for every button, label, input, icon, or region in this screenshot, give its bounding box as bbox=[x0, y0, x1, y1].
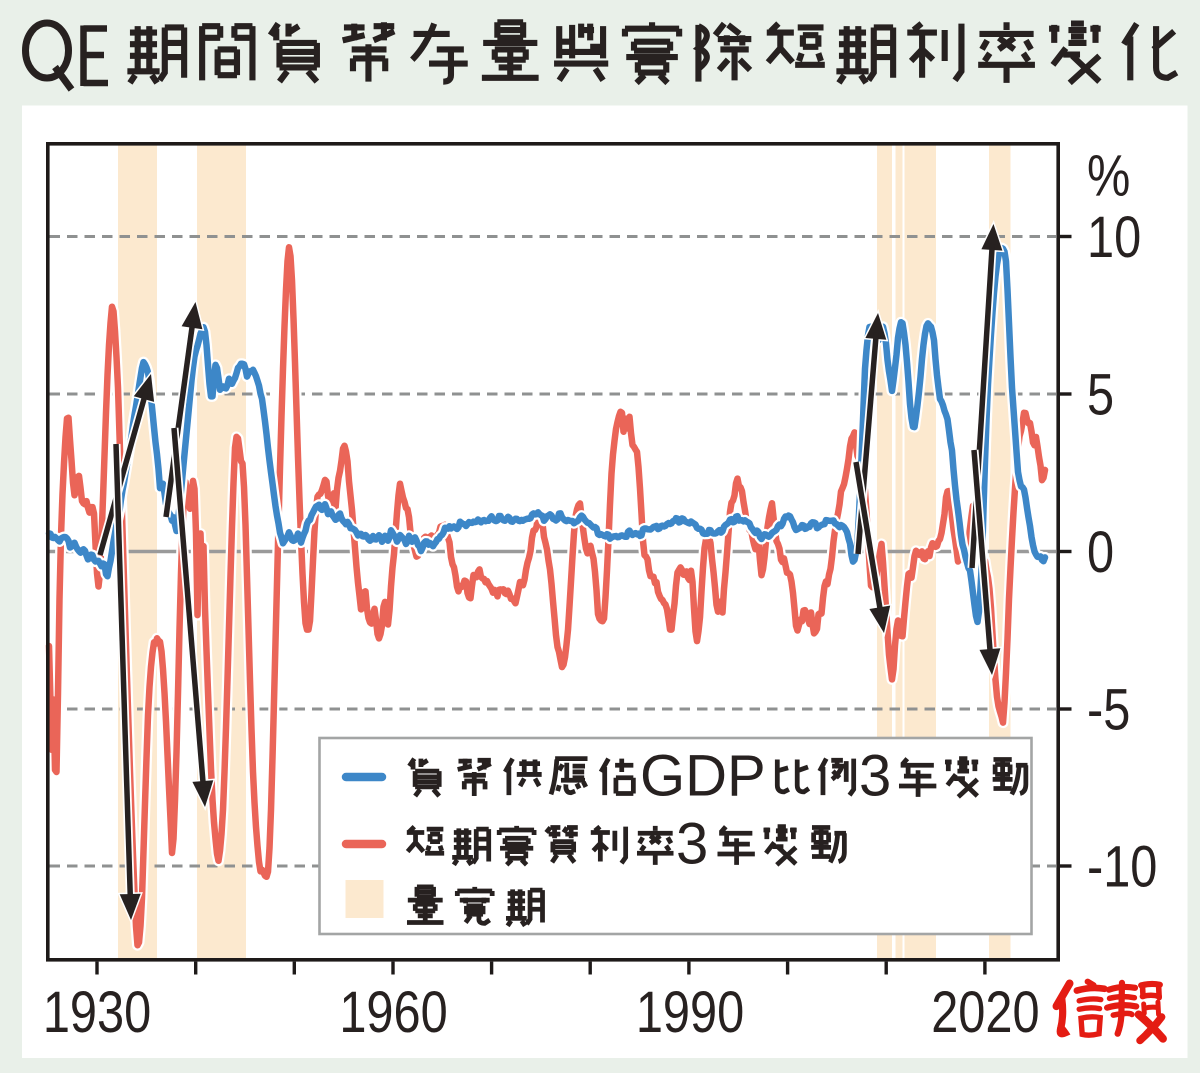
svg-text:2020: 2020 bbox=[931, 981, 1039, 1045]
svg-text:10: 10 bbox=[1087, 206, 1141, 270]
svg-text:5: 5 bbox=[1087, 364, 1114, 428]
svg-text:-10: -10 bbox=[1087, 836, 1157, 900]
svg-text:1930: 1930 bbox=[43, 981, 151, 1045]
svg-text:3: 3 bbox=[676, 812, 708, 877]
svg-text:3: 3 bbox=[859, 744, 891, 809]
svg-text:1990: 1990 bbox=[636, 981, 744, 1045]
svg-text:1960: 1960 bbox=[339, 981, 447, 1045]
svg-text:-5: -5 bbox=[1087, 679, 1130, 743]
svg-text:GDP: GDP bbox=[640, 744, 766, 809]
svg-text:0: 0 bbox=[1087, 521, 1114, 585]
svg-text:%: % bbox=[1087, 145, 1130, 209]
